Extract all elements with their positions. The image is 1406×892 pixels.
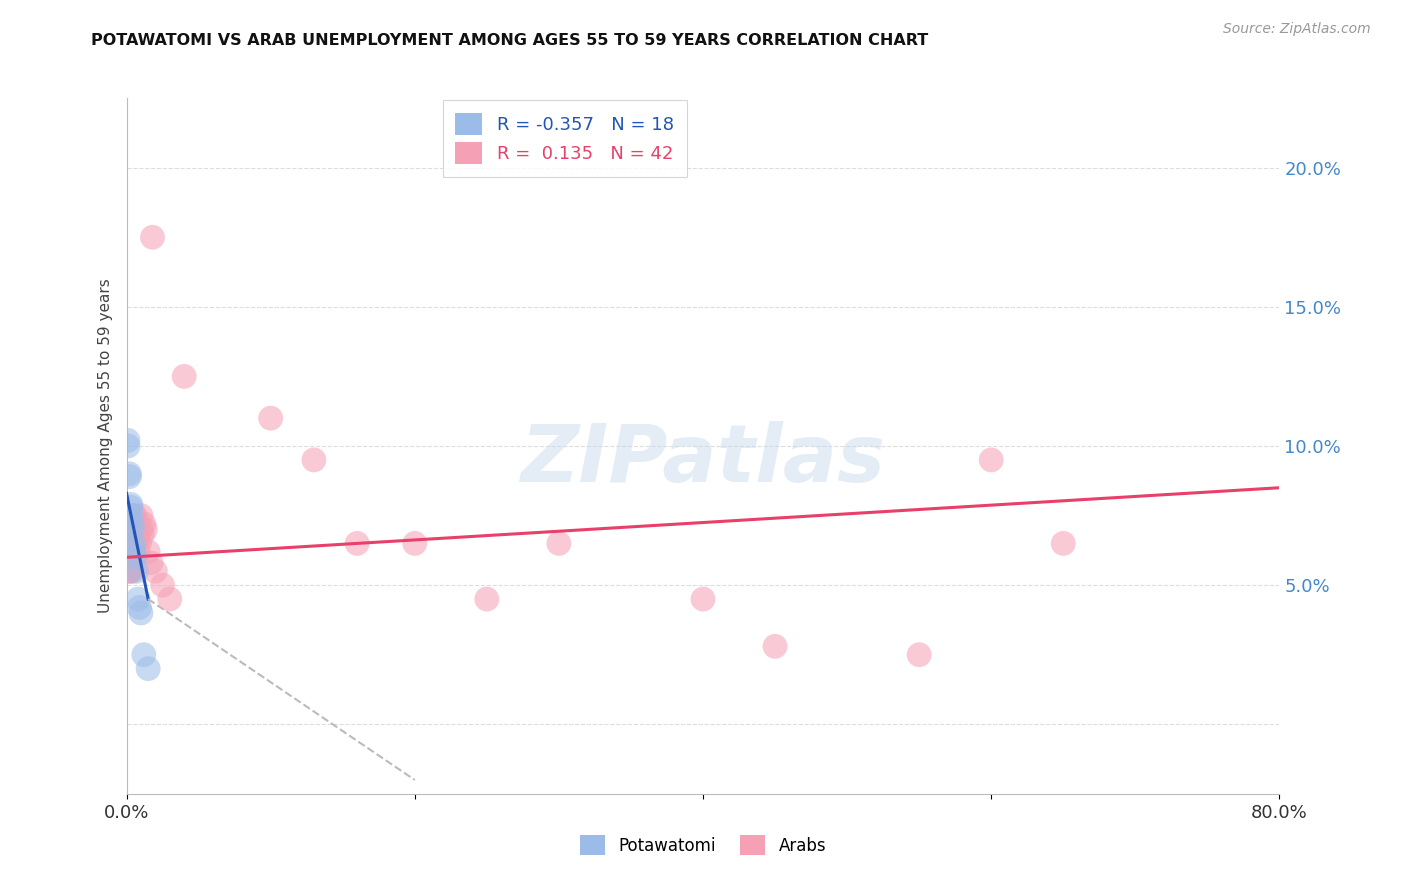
Point — [136, 662, 159, 676]
Point — [141, 230, 163, 244]
Point — [118, 545, 141, 559]
Point — [117, 556, 139, 570]
Point — [302, 453, 325, 467]
Point — [127, 592, 149, 607]
Point — [122, 536, 145, 550]
Point — [132, 648, 155, 662]
Point — [1052, 536, 1074, 550]
Point — [134, 523, 156, 537]
Point — [121, 545, 143, 559]
Point — [127, 528, 149, 542]
Point — [124, 550, 146, 565]
Point — [122, 541, 145, 556]
Point — [475, 592, 498, 607]
Point — [145, 564, 166, 578]
Point — [117, 434, 139, 448]
Point — [117, 536, 139, 550]
Point — [908, 648, 931, 662]
Text: Source: ZipAtlas.com: Source: ZipAtlas.com — [1223, 22, 1371, 37]
Point — [121, 523, 143, 537]
Point — [122, 508, 145, 523]
Text: ZIPatlas: ZIPatlas — [520, 421, 886, 499]
Point — [120, 556, 142, 570]
Point — [118, 528, 141, 542]
Legend: Potawatomi, Arabs: Potawatomi, Arabs — [572, 829, 834, 862]
Point — [152, 578, 174, 592]
Point — [131, 528, 153, 542]
Y-axis label: Unemployment Among Ages 55 to 59 years: Unemployment Among Ages 55 to 59 years — [97, 278, 112, 614]
Point — [118, 536, 141, 550]
Point — [404, 536, 426, 550]
Point — [259, 411, 281, 425]
Point — [118, 467, 141, 481]
Point — [117, 528, 139, 542]
Point — [124, 508, 146, 523]
Point — [121, 564, 143, 578]
Point — [548, 536, 571, 550]
Point — [692, 592, 714, 607]
Point — [122, 545, 145, 559]
Point — [132, 516, 155, 531]
Point — [120, 545, 142, 559]
Point — [127, 545, 149, 559]
Point — [159, 592, 181, 607]
Point — [129, 523, 152, 537]
Point — [763, 640, 786, 654]
Point — [118, 556, 141, 570]
Point — [128, 600, 150, 615]
Point — [117, 439, 139, 453]
Point — [121, 536, 143, 550]
Point — [129, 606, 152, 620]
Point — [120, 536, 142, 550]
Point — [121, 516, 143, 531]
Point — [124, 536, 146, 550]
Point — [120, 498, 142, 512]
Point — [117, 564, 139, 578]
Point — [346, 536, 368, 550]
Point — [125, 528, 148, 542]
Text: POTAWATOMI VS ARAB UNEMPLOYMENT AMONG AGES 55 TO 59 YEARS CORRELATION CHART: POTAWATOMI VS ARAB UNEMPLOYMENT AMONG AG… — [91, 33, 928, 47]
Point — [128, 536, 150, 550]
Point — [120, 564, 142, 578]
Point — [122, 528, 145, 542]
Point — [117, 545, 139, 559]
Point — [980, 453, 1002, 467]
Point — [120, 500, 142, 515]
Point — [136, 545, 159, 559]
Point — [121, 528, 143, 542]
Point — [125, 564, 148, 578]
Point — [139, 556, 162, 570]
Point — [129, 508, 152, 523]
Point — [173, 369, 195, 384]
Point — [124, 523, 146, 537]
Point — [118, 564, 141, 578]
Point — [118, 469, 141, 483]
Point — [125, 516, 148, 531]
Point — [120, 528, 142, 542]
Point — [120, 508, 142, 523]
